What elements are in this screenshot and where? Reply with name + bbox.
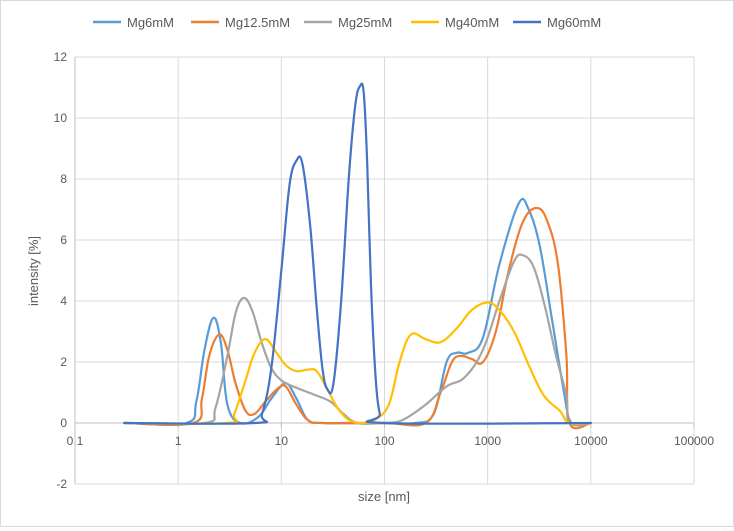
- y-tick-label: 0: [60, 416, 67, 430]
- y-tick-label: 10: [54, 111, 68, 125]
- y-tick-label: 4: [60, 294, 67, 308]
- series-line-mg60mm: [123, 82, 592, 425]
- series-line-mg25mm: [123, 253, 592, 427]
- legend: Mg6mM Mg12.5mM Mg25mM Mg40mM Mg60mM: [93, 15, 601, 30]
- x-tick-label: 1000: [474, 434, 501, 448]
- y-tick-label: 12: [54, 50, 68, 64]
- y-tick-label: 6: [60, 233, 67, 247]
- x-axis-label: size [nm]: [358, 489, 410, 504]
- x-tick-label: 10000: [574, 434, 608, 448]
- y-tick-label: -2: [56, 477, 67, 491]
- series-line-mg12-5mm: [123, 206, 592, 430]
- x-tick-label: 100000: [674, 434, 714, 448]
- legend-label: Mg25mM: [338, 15, 392, 30]
- y-axis-label: intensity [%]: [26, 236, 41, 306]
- legend-label: Mg60mM: [547, 15, 601, 30]
- legend-label: Mg40mM: [445, 15, 499, 30]
- y-tick-label: 2: [60, 355, 67, 369]
- x-tick-label: 100: [374, 434, 394, 448]
- x-tick-label: 10: [275, 434, 289, 448]
- series-line-mg6mm: [123, 197, 592, 427]
- x-tick-label: 1: [175, 434, 182, 448]
- legend-label: Mg6mM: [127, 15, 174, 30]
- series-lines: [123, 82, 592, 430]
- grid: [75, 56, 695, 485]
- y-tick-label: 8: [60, 172, 67, 186]
- legend-label: Mg12.5mM: [225, 15, 290, 30]
- series-line-mg40mm: [123, 301, 592, 426]
